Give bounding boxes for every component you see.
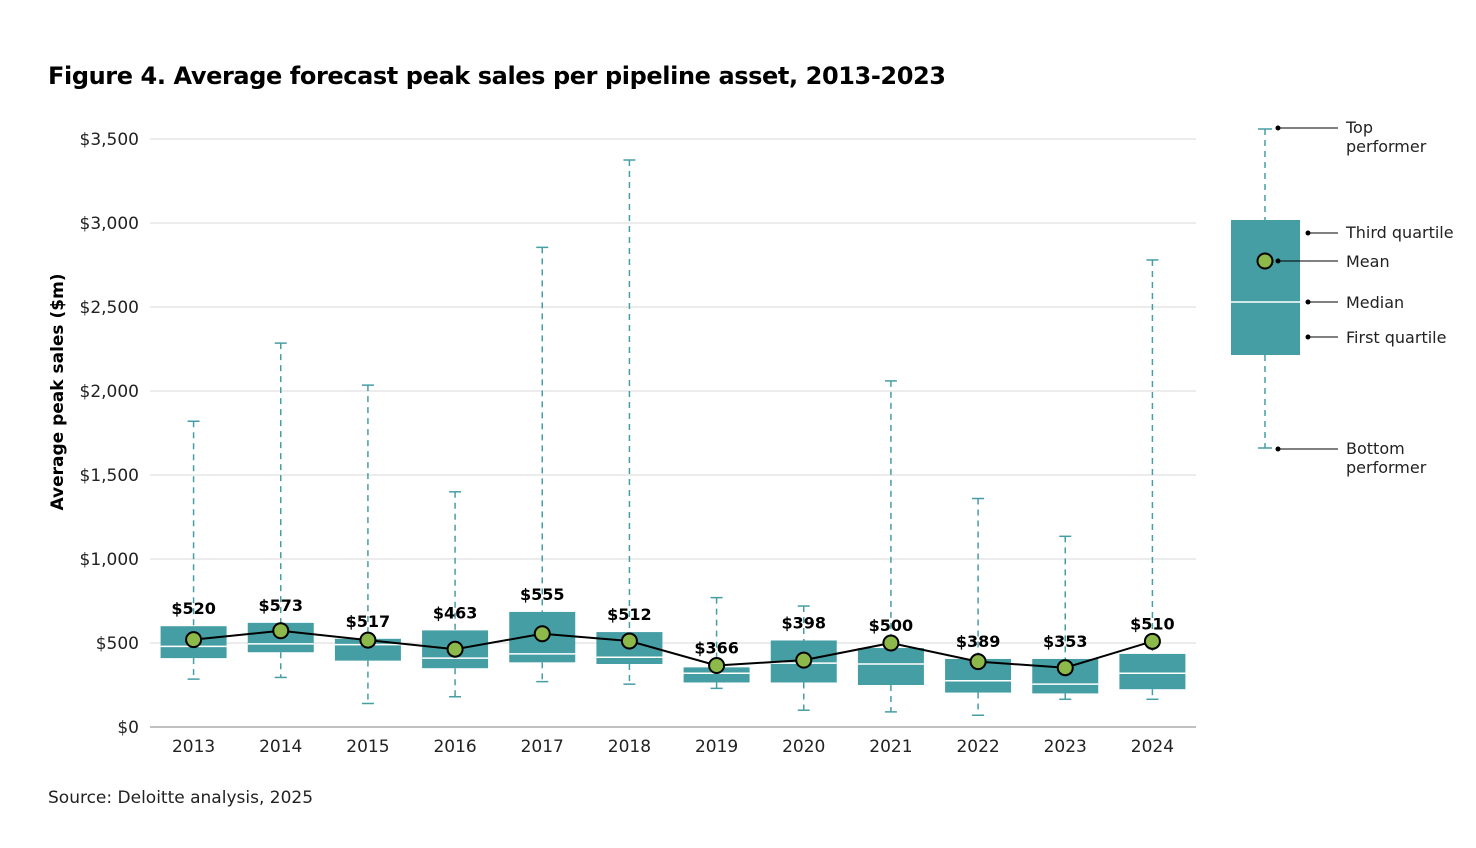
- y-tick-label: $0: [117, 718, 139, 738]
- legend-pointer-bottom: [1275, 446, 1338, 452]
- mean-marker: [446, 640, 464, 658]
- mean-marker: [1143, 632, 1161, 650]
- mean-value-label: $389: [956, 632, 1001, 651]
- legend-label-median: Median: [1346, 293, 1404, 312]
- box-group: [857, 380, 924, 713]
- x-tick-label: 2014: [259, 737, 302, 757]
- legend-pointer-q3: [1305, 230, 1338, 236]
- legend-label-third-quartile: Third quartile: [1345, 223, 1454, 242]
- mean-marker: [969, 653, 987, 671]
- y-axis-label: Average peak sales ($m): [48, 273, 68, 510]
- x-tick-label: 2013: [172, 737, 215, 757]
- mean-marker: [882, 634, 900, 652]
- mean-marker: [1056, 659, 1074, 677]
- box: [857, 648, 924, 685]
- legend: Top performer Third quartile Mean Median…: [1231, 118, 1454, 477]
- mean-marker: [272, 622, 290, 640]
- x-tick-label: 2020: [782, 737, 825, 757]
- x-tick-label: 2017: [521, 737, 564, 757]
- mean-marker: [795, 651, 813, 669]
- y-tick-label: $1,500: [80, 466, 139, 486]
- mean-marker: [620, 632, 638, 650]
- x-tick-label: 2019: [695, 737, 738, 757]
- x-tick-label: 2022: [956, 737, 999, 757]
- box: [1119, 653, 1186, 690]
- chart-title: Figure 4. Average forecast peak sales pe…: [48, 62, 946, 90]
- legend-label-first-quartile: First quartile: [1346, 328, 1446, 347]
- legend-pointer-top: [1275, 125, 1338, 131]
- box: [683, 667, 750, 683]
- legend-box: [1231, 220, 1300, 355]
- box-group: [1119, 259, 1186, 701]
- mean-value-label: $366: [694, 639, 739, 658]
- mean-value-label: $510: [1130, 614, 1175, 633]
- y-tick-label: $2,000: [80, 382, 139, 402]
- mean-value-label: $517: [346, 612, 391, 631]
- x-tick-label: 2023: [1044, 737, 1087, 757]
- y-tick-label: $500: [96, 634, 139, 654]
- y-tick-label: $1,000: [80, 550, 139, 570]
- x-tick-label: 2024: [1131, 737, 1174, 757]
- source-note: Source: Deloitte analysis, 2025: [48, 788, 314, 808]
- box-group: [334, 384, 401, 705]
- legend-label-bottom-line1: Bottom: [1346, 439, 1405, 458]
- mean-value-label: $573: [258, 596, 303, 615]
- box-group: [945, 497, 1012, 716]
- x-tick-label: 2021: [869, 737, 912, 757]
- mean-value-label: $463: [433, 603, 478, 622]
- box-group: [422, 491, 489, 698]
- x-tick-label: 2018: [608, 737, 651, 757]
- legend-pointer-median: [1305, 299, 1338, 305]
- mean-value-label: $353: [1043, 632, 1088, 651]
- mean-marker: [359, 631, 377, 649]
- legend-label-bottom-line2: performer: [1346, 458, 1427, 477]
- legend-label-top-line1: Top: [1345, 118, 1373, 137]
- mean-marker: [533, 625, 551, 643]
- mean-value-label: $512: [607, 605, 652, 624]
- box-group: [509, 246, 576, 683]
- legend-label-mean: Mean: [1346, 252, 1390, 271]
- x-tick-label: 2015: [346, 737, 389, 757]
- legend-label-top-line2: performer: [1346, 137, 1427, 156]
- mean-marker: [708, 657, 726, 675]
- mean-trend-line: [193, 629, 1153, 669]
- y-tick-label: $3,000: [80, 214, 139, 234]
- legend-mean-marker: [1256, 252, 1274, 270]
- legend-pointer-q1: [1305, 334, 1338, 340]
- legend-pointer-mean: [1275, 258, 1338, 264]
- y-tick-label: $3,500: [80, 130, 139, 150]
- mean-value-label: $500: [869, 616, 914, 635]
- mean-value-label: $398: [781, 613, 826, 632]
- y-tick-label: $2,500: [80, 298, 139, 318]
- mean-marker: [185, 631, 203, 649]
- mean-value-label: $520: [171, 599, 216, 618]
- x-tick-label: 2016: [433, 737, 476, 757]
- mean-value-label: $555: [520, 585, 565, 604]
